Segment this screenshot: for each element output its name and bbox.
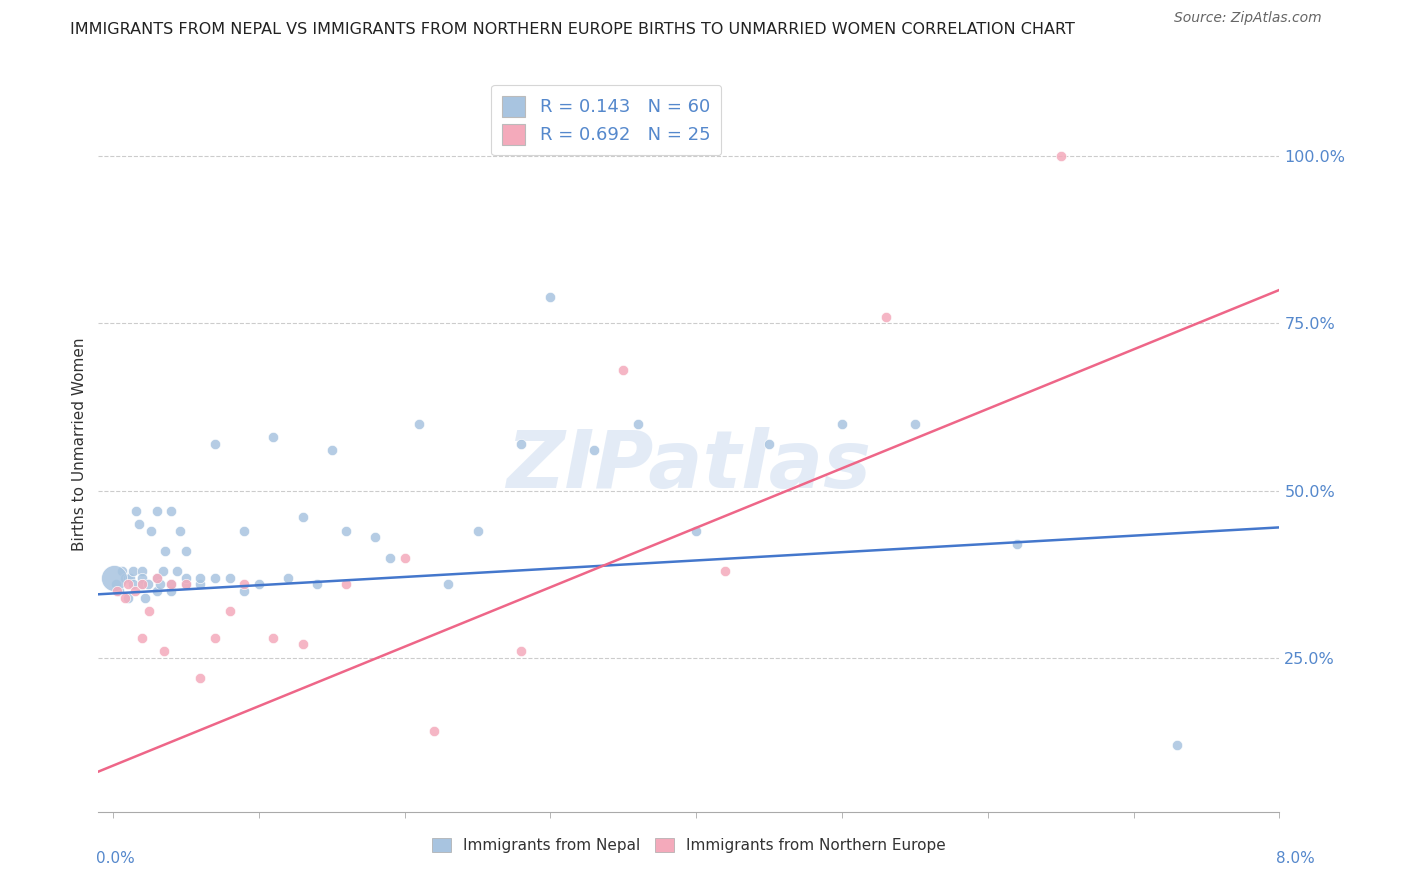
Point — [204, 436, 226, 450]
Point — [145, 583, 167, 598]
Point — [204, 631, 226, 645]
Point — [131, 577, 153, 591]
Point — [1005, 537, 1028, 551]
Point — [262, 631, 284, 645]
Point — [149, 577, 172, 591]
Point — [128, 516, 150, 531]
Point — [510, 644, 533, 658]
Point — [125, 503, 148, 517]
Point — [155, 543, 177, 558]
Point — [218, 571, 240, 585]
Point — [160, 503, 183, 517]
Point — [153, 644, 176, 658]
Point — [117, 571, 139, 585]
Point — [117, 591, 139, 605]
Point — [136, 577, 159, 591]
Point — [190, 671, 212, 685]
Point — [1049, 149, 1071, 163]
Point — [131, 564, 153, 578]
Point — [321, 443, 343, 458]
Point — [138, 604, 160, 618]
Point — [538, 289, 561, 303]
Point — [233, 583, 256, 598]
Point — [114, 591, 136, 605]
Point — [1166, 738, 1188, 752]
Point — [394, 550, 416, 565]
Point — [307, 577, 329, 591]
Point — [277, 571, 299, 585]
Point — [437, 577, 460, 591]
Point — [423, 724, 446, 739]
Point — [169, 524, 191, 538]
Point — [262, 430, 284, 444]
Point — [190, 571, 212, 585]
Point — [758, 436, 780, 450]
Point — [174, 577, 197, 591]
Point — [108, 583, 131, 598]
Point — [139, 524, 162, 538]
Point — [160, 583, 183, 598]
Point — [378, 550, 401, 565]
Point — [160, 577, 183, 591]
Point — [145, 571, 167, 585]
Point — [174, 543, 197, 558]
Point — [233, 524, 256, 538]
Point — [408, 417, 430, 431]
Point — [145, 503, 167, 517]
Point — [335, 577, 357, 591]
Point — [124, 583, 146, 598]
Point — [583, 443, 606, 458]
Point — [467, 524, 489, 538]
Point — [335, 524, 357, 538]
Text: ZIPatlas: ZIPatlas — [506, 427, 872, 505]
Point — [831, 417, 853, 431]
Y-axis label: Births to Unmarried Women: Births to Unmarried Women — [72, 337, 87, 550]
Point — [122, 577, 145, 591]
Point — [875, 310, 897, 324]
Point — [114, 571, 136, 585]
Point — [510, 436, 533, 450]
Point — [291, 510, 314, 524]
Point — [166, 564, 188, 578]
Point — [152, 564, 174, 578]
Point — [117, 577, 139, 591]
Text: Source: ZipAtlas.com: Source: ZipAtlas.com — [1174, 12, 1322, 25]
Point — [627, 417, 650, 431]
Point — [685, 524, 707, 538]
Point — [111, 564, 134, 578]
Point — [218, 604, 240, 618]
Point — [145, 571, 167, 585]
Point — [204, 571, 226, 585]
Point — [103, 571, 125, 585]
Point — [714, 564, 737, 578]
Point — [122, 564, 145, 578]
Point — [131, 571, 153, 585]
Point — [174, 571, 197, 585]
Point — [134, 591, 156, 605]
Point — [174, 577, 197, 591]
Point — [904, 417, 927, 431]
Point — [104, 577, 127, 591]
Point — [131, 577, 153, 591]
Point — [105, 583, 128, 598]
Point — [233, 577, 256, 591]
Point — [291, 637, 314, 651]
Point — [612, 363, 634, 377]
Point — [247, 577, 270, 591]
Text: 8.0%: 8.0% — [1275, 852, 1315, 866]
Point — [120, 571, 142, 585]
Text: IMMIGRANTS FROM NEPAL VS IMMIGRANTS FROM NORTHERN EUROPE BIRTHS TO UNMARRIED WOM: IMMIGRANTS FROM NEPAL VS IMMIGRANTS FROM… — [70, 22, 1076, 37]
Point — [190, 577, 212, 591]
Legend: R = 0.143   N = 60, R = 0.692   N = 25: R = 0.143 N = 60, R = 0.692 N = 25 — [491, 85, 721, 155]
Point — [131, 631, 153, 645]
Point — [364, 530, 387, 544]
Text: 0.0%: 0.0% — [96, 852, 135, 866]
Point — [160, 577, 183, 591]
